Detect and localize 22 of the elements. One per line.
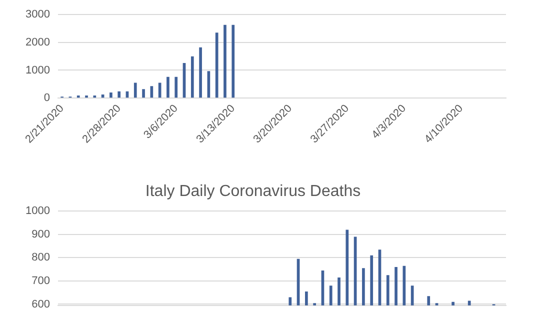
y-tick-label: 1000 [26,205,50,218]
y-tick-label: 1000 [26,64,50,76]
bar [174,76,178,98]
bar [199,47,202,98]
y-tick-label: 2000 [26,36,50,48]
bar [190,56,194,98]
bar [142,89,145,98]
bar [166,76,170,98]
bar [110,92,112,98]
bar [215,32,218,98]
y-tick-label: 0 [44,92,50,104]
y-tick-label: 800 [32,252,50,264]
y-tick-label: 600 [32,298,50,310]
bar [118,91,121,98]
chart-title: Italy Daily Coronavirus Deaths [145,183,361,200]
bar [150,86,154,98]
y-tick-label: 3000 [26,8,50,21]
bar [232,24,235,98]
bar [134,82,137,98]
bar [224,24,226,98]
y-tick-label: 900 [32,228,50,240]
y-tick-label: 700 [32,275,50,288]
